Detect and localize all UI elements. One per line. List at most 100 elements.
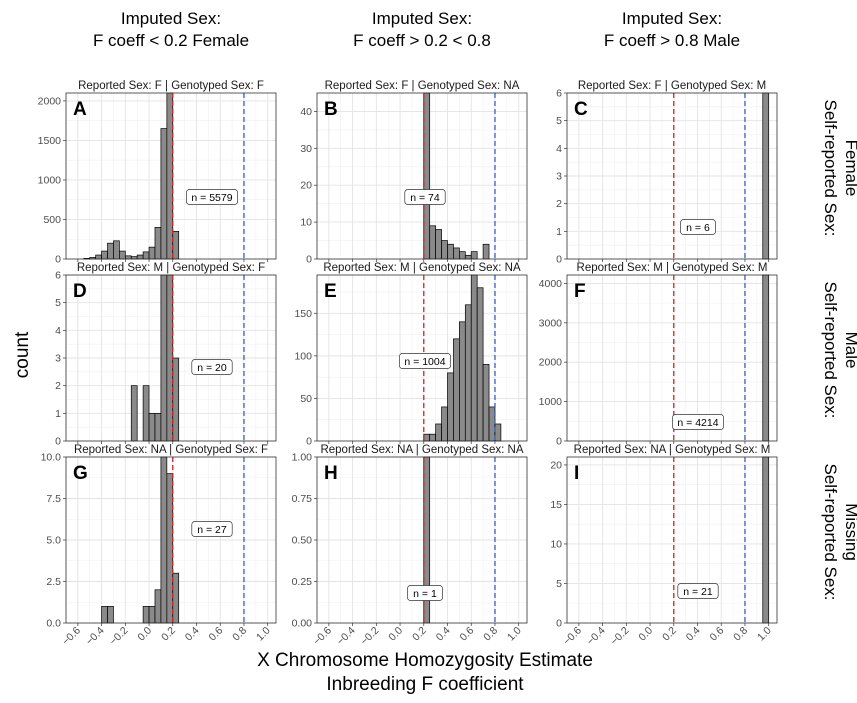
histogram-bar [482, 364, 490, 442]
histogram-bar [148, 606, 156, 624]
panel-D: Reported Sex: M | Genotyped Sex: F 0 1 2 3 4 5… [55, 262, 277, 448]
n-label-box [677, 583, 719, 599]
y-tick-label: 5 [556, 578, 562, 590]
histogram-bar [423, 92, 431, 260]
strip-label: Reported Sex: M | Genotyped Sex: F [77, 262, 265, 274]
y-tick-label: 0 [55, 254, 61, 266]
y-tick-label: 1500 [38, 135, 62, 147]
n-label: n = 4214 [677, 417, 718, 429]
panel-border [316, 92, 528, 260]
n-label-box [672, 414, 724, 430]
y-tick-label: 5 [556, 115, 562, 127]
n-label: n = 20 [197, 362, 227, 374]
panel-I: Reported Sex: NA | Genotyped Sex: M 0 5 10 1… [550, 444, 778, 648]
histogram-bar [119, 250, 126, 260]
y-tick-label: 4000 [539, 278, 563, 290]
strip-label: Reported Sex: NA | Genotyped Sex: F [74, 444, 268, 456]
histogram-bar [160, 128, 168, 260]
histogram-bar [160, 456, 168, 624]
histogram-bar [762, 92, 770, 260]
panel-letter: A [73, 99, 87, 120]
x-tick-label: −0.2 [358, 625, 381, 648]
histogram-bar [435, 229, 442, 260]
histogram-bar [172, 572, 180, 624]
y-tick-label: 3 [556, 171, 562, 183]
strip-label: Reported Sex: NA | Genotyped Sex: M [574, 444, 771, 456]
n-label: n = 74 [410, 192, 440, 204]
y-tick-label: 0 [306, 436, 312, 448]
y-tick-label: 1.00 [292, 452, 313, 464]
histogram-bar [459, 251, 466, 260]
y-tick-label: 0 [556, 618, 562, 630]
histogram-bar [470, 274, 478, 442]
strip-label: Reported Sex: F | Genotyped Sex: F [78, 80, 264, 92]
histogram-bar [160, 274, 168, 442]
y-tick-label: 2 [55, 380, 61, 392]
y-tick-label: 0.00 [292, 618, 313, 630]
histogram-bar [441, 406, 448, 442]
histogram-bar [470, 251, 478, 260]
panel-letter: H [324, 463, 338, 484]
histogram-bar [136, 254, 144, 260]
x-tick-label: −0.6 [60, 625, 83, 648]
panel-B: Reported Sex: F | Genotyped Sex: NA 0 10 20… [300, 80, 528, 266]
y-tick-label: 500 [43, 214, 61, 226]
histogram-bar [166, 92, 174, 260]
n-label: n = 21 [683, 586, 713, 598]
strip-label: Reported Sex: NA | Genotyped Sex: NA [320, 444, 523, 456]
histogram-bar [142, 251, 150, 260]
panel-border [566, 456, 778, 624]
x-tick-label: −0.6 [311, 625, 334, 648]
n-label: n = 1 [413, 588, 437, 600]
n-label-box [191, 359, 233, 375]
x-tick-label: 0.4 [183, 625, 202, 644]
panel-letter: G [73, 463, 88, 484]
histogram-bar [107, 606, 114, 624]
histogram-bar [453, 247, 460, 260]
y-tick-label: 0.75 [292, 493, 313, 505]
histogram-bar [95, 254, 102, 260]
row-title-3-line-1: Self-reported Sex: [821, 463, 840, 600]
y-tick-label: 2000 [38, 95, 62, 107]
y-tick-label: 3 [55, 353, 61, 365]
histogram-bar [113, 240, 120, 260]
y-tick-label: 1 [55, 408, 61, 420]
histogram-bar [166, 473, 174, 624]
panel-letter: D [73, 281, 87, 302]
y-tick-label: 10.0 [41, 452, 62, 464]
y-tick-label: 1 [556, 226, 562, 238]
column-title-1-line-1: Imputed Sex: [121, 9, 221, 28]
panel-H: Reported Sex: NA | Genotyped Sex: NA0.00… [292, 444, 528, 648]
histogram-bar [464, 304, 472, 442]
column-title-1-line-2: F coeff < 0.2 Female [93, 31, 249, 50]
x-tick-label: −0.4 [585, 625, 608, 648]
x-tick-label: 0.2 [660, 625, 679, 644]
column-title-2-line-1: Imputed Sex: [372, 9, 472, 28]
y-tick-label: 0 [556, 254, 562, 266]
y-tick-label: 2 [556, 198, 562, 210]
panel-letter: B [324, 99, 338, 120]
y-tick-label: 4 [556, 143, 562, 155]
x-tick-label: 0.4 [434, 625, 453, 644]
row-title-1-line-2: Female [842, 140, 857, 197]
x-tick-label: 0.4 [684, 625, 703, 644]
histogram-panels: Reported Sex: F | Genotyped Sex: F050010… [38, 80, 778, 648]
n-label-box [186, 189, 238, 205]
panel-G: Reported Sex: NA | Genotyped Sex: F 0.0 2.… [41, 444, 277, 648]
histogram-bar [494, 423, 502, 442]
histogram-bar [172, 230, 180, 260]
y-tick-label: 0 [55, 436, 61, 448]
y-tick-label: 6 [55, 270, 61, 282]
histogram-bar [464, 254, 472, 260]
x-tick-label: −0.4 [335, 625, 358, 648]
x-tick-label: 0.0 [386, 625, 405, 644]
x-tick-label: −0.2 [608, 625, 631, 648]
histogram-bar [130, 385, 138, 442]
histogram-bar [166, 274, 174, 442]
x-tick-label: 0.8 [481, 625, 500, 644]
panel-letter: C [574, 99, 588, 120]
x-tick-label: 1.0 [254, 625, 273, 644]
y-tick-label: 5.0 [46, 535, 61, 547]
histogram-bar [441, 240, 448, 260]
n-label: n = 6 [686, 222, 710, 234]
